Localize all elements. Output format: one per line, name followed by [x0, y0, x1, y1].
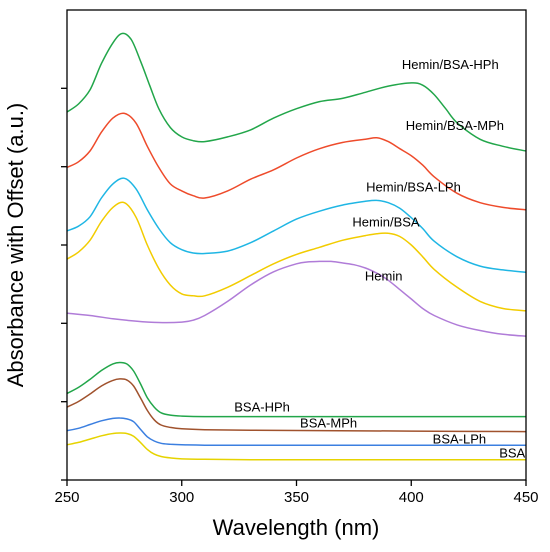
series-label-bsa-hph: BSA-HPh	[234, 399, 290, 414]
x-axis-ticks: 250 300 350 400 450	[54, 480, 539, 506]
series-label-hemin-bsa-mph: Hemin/BSA-MPh	[406, 118, 504, 133]
series-line-hemin	[66, 260, 527, 337]
series-line-bsa	[66, 432, 526, 461]
series-line-bsa-lph	[66, 417, 526, 446]
series-label-hemin-bsa-hph: Hemin/BSA-HPh	[402, 57, 499, 72]
y-axis-title: Absorbance with Offset (a.u.)	[3, 103, 28, 388]
series-line-hemin-bsa-hph	[66, 32, 527, 152]
series-label-hemin: Hemin	[365, 269, 403, 284]
series-label-bsa-mph: BSA-MPh	[300, 415, 357, 430]
x-tick-label-250: 250	[54, 489, 79, 506]
x-tick-label-450: 450	[513, 489, 538, 506]
series-line-hemin-bsa	[66, 201, 527, 312]
series-label-hemin-bsa-lph: Hemin/BSA-LPh	[366, 179, 461, 194]
series-label-bsa-lph: BSA-LPh	[433, 431, 486, 446]
x-tick-label-350: 350	[284, 489, 309, 506]
x-tick-label-300: 300	[169, 489, 194, 506]
x-tick-label-400: 400	[399, 489, 424, 506]
series-line-bsa-hph	[66, 361, 526, 418]
y-axis-ticks	[61, 87, 67, 481]
series-label-bsa: BSA	[499, 445, 525, 460]
series-line-hemin-bsa-lph	[66, 177, 527, 274]
series-line-hemin-bsa-mph	[66, 112, 527, 211]
series-label-hemin-bsa: Hemin/BSA	[352, 215, 420, 230]
series-curves	[66, 32, 527, 461]
series-line-bsa-mph	[66, 378, 527, 433]
plot-frame	[66, 9, 527, 481]
x-axis-title: Wavelength (nm)	[213, 515, 380, 540]
series-labels: Hemin/BSA-HPh Hemin/BSA-MPh Hemin/BSA-LPh H…	[234, 57, 525, 461]
